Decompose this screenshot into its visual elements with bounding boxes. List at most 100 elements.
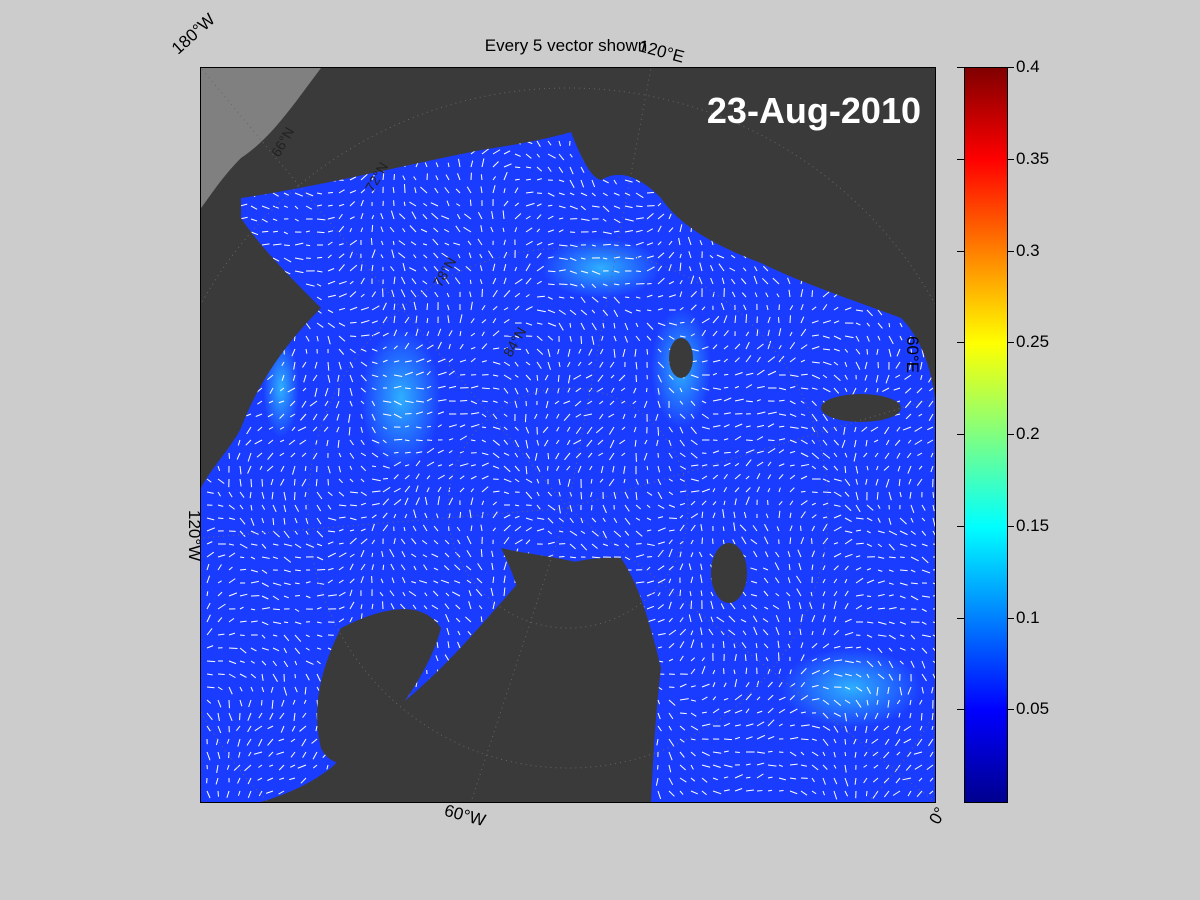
velocity-vector — [569, 257, 577, 262]
velocity-vector — [492, 413, 498, 420]
velocity-vector — [602, 231, 612, 235]
velocity-vector — [382, 346, 387, 350]
velocity-vector — [822, 657, 831, 662]
velocity-vector — [855, 567, 862, 571]
velocity-vector — [886, 712, 890, 719]
velocity-vector — [470, 332, 476, 337]
velocity-vector — [492, 347, 500, 350]
velocity-vector — [382, 564, 385, 571]
velocity-vector — [899, 621, 907, 625]
velocity-vector — [932, 594, 935, 597]
velocity-vector — [833, 452, 838, 458]
velocity-vector — [910, 348, 913, 354]
velocity-vector — [843, 426, 846, 435]
velocity-vector — [731, 254, 736, 259]
velocity-vector — [446, 292, 450, 298]
velocity-vector — [775, 615, 780, 623]
velocity-vector — [393, 538, 396, 545]
velocity-vector — [921, 660, 926, 669]
velocity-vector — [206, 673, 213, 676]
velocity-vector — [468, 601, 472, 610]
velocity-vector — [426, 487, 430, 493]
velocity-vector — [712, 764, 721, 768]
velocity-vector — [767, 474, 772, 480]
velocity-vector — [467, 631, 472, 636]
velocity-vector — [371, 523, 375, 532]
velocity-vector — [701, 426, 711, 430]
velocity-vector — [293, 478, 296, 486]
velocity-vector — [701, 413, 709, 419]
velocity-vector — [444, 242, 450, 246]
velocity-vector — [558, 283, 568, 286]
velocity-vector — [872, 777, 879, 783]
velocity-vector — [701, 751, 710, 757]
velocity-vector — [690, 699, 697, 702]
velocity-vector — [712, 330, 718, 337]
velocity-vector — [305, 530, 309, 535]
velocity-vector — [657, 387, 660, 395]
velocity-vector — [309, 400, 318, 407]
velocity-vector — [877, 322, 883, 329]
velocity-vector — [811, 387, 818, 390]
velocity-vector — [514, 361, 519, 367]
velocity-vector — [822, 502, 829, 506]
velocity-vector — [789, 331, 793, 337]
velocity-vector — [723, 330, 729, 337]
velocity-vector — [624, 543, 630, 548]
velocity-vector — [292, 699, 296, 705]
velocity-vector — [567, 374, 571, 384]
velocity-vector — [536, 203, 542, 207]
velocity-vector — [624, 491, 629, 499]
velocity-vector — [589, 465, 593, 471]
velocity-vector — [261, 621, 269, 626]
velocity-vector — [261, 660, 267, 666]
velocity-vector — [690, 630, 694, 636]
velocity-vector — [914, 426, 923, 432]
velocity-vector — [391, 249, 395, 259]
velocity-vector — [756, 734, 766, 740]
velocity-vector — [371, 490, 381, 493]
velocity-vector — [247, 465, 252, 474]
velocity-vector — [459, 424, 466, 428]
velocity-vector — [811, 525, 815, 532]
velocity-vector — [898, 478, 901, 487]
velocity-vector — [635, 530, 643, 537]
velocity-vector — [701, 500, 707, 506]
velocity-vector — [525, 539, 531, 545]
velocity-vector — [855, 465, 859, 474]
velocity-vector — [415, 358, 425, 363]
velocity-vector — [756, 680, 760, 688]
velocity-vector — [833, 751, 836, 758]
velocity-vector — [624, 530, 630, 536]
velocity-vector — [228, 712, 233, 722]
velocity-vector — [371, 514, 377, 519]
velocity-vector — [503, 307, 509, 311]
velocity-vector — [349, 478, 354, 483]
velocity-vector — [756, 424, 765, 428]
velocity-vector — [272, 530, 280, 538]
velocity-vector — [525, 439, 529, 449]
velocity-vector — [444, 603, 450, 610]
velocity-vector — [382, 359, 388, 363]
velocity-vector — [503, 452, 510, 456]
velocity-vector — [745, 459, 752, 467]
velocity-vector — [899, 530, 908, 536]
velocity-vector — [688, 614, 692, 623]
velocity-vector — [657, 265, 663, 272]
velocity-vector — [267, 374, 274, 381]
velocity-vector — [894, 413, 901, 416]
velocity-vector — [371, 502, 380, 506]
velocity-vector — [290, 452, 296, 458]
velocity-vector — [822, 669, 830, 675]
velocity-vector — [855, 542, 864, 545]
velocity-vector — [371, 603, 374, 610]
velocity-vector — [789, 386, 796, 389]
velocity-vector — [778, 668, 782, 675]
velocity-vector — [635, 205, 643, 208]
velocity-vector — [877, 517, 881, 523]
velocity-vector — [588, 361, 593, 366]
velocity-vector — [811, 725, 821, 729]
velocity-vector — [580, 491, 583, 500]
velocity-vector — [327, 491, 333, 497]
velocity-vector — [503, 400, 509, 404]
